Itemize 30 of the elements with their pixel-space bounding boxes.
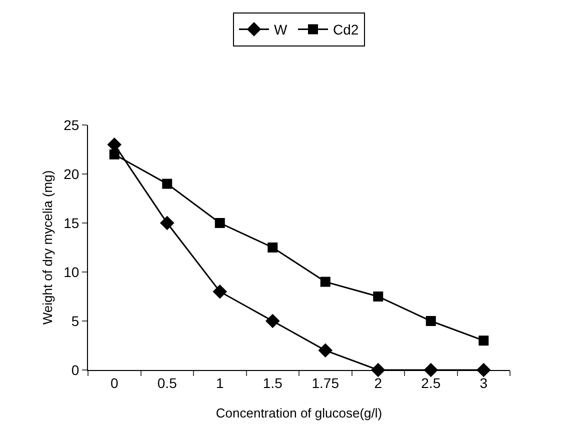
point — [478, 336, 489, 346]
point — [373, 292, 384, 302]
x-tick-label: 0 — [110, 374, 118, 391]
point — [160, 216, 174, 230]
y-tick-label: 0 — [71, 362, 80, 378]
point — [426, 316, 436, 326]
y-axis-title: Weight of dry mycelia (mg) — [40, 170, 55, 325]
point — [214, 218, 225, 228]
legend-label: W — [274, 22, 288, 38]
x-tick-label: 1 — [216, 374, 224, 391]
y-tick-label: 20 — [64, 166, 80, 182]
x-axis-title: Concentration of glucose(g/l) — [216, 405, 382, 420]
x-tick-label: 2 — [374, 374, 382, 391]
point — [109, 149, 120, 160]
x-tick-label: 2.5 — [421, 374, 441, 391]
y-tick-label: 25 — [64, 116, 80, 133]
y-tick-label: 5 — [71, 312, 80, 329]
point — [318, 343, 333, 358]
legend-label: Cd2 — [333, 22, 359, 38]
point — [268, 242, 278, 252]
point — [320, 276, 330, 287]
point — [265, 314, 280, 328]
x-tick-label: 1.5 — [262, 374, 283, 391]
x-tick-label: 1.75 — [312, 374, 340, 391]
y-tick-label: 15 — [64, 214, 80, 231]
x-tick-label: 3 — [480, 374, 488, 391]
y-tick-label: 10 — [64, 264, 80, 280]
x-tick-label: 0.5 — [157, 374, 178, 391]
point — [162, 178, 172, 189]
point — [212, 284, 228, 299]
